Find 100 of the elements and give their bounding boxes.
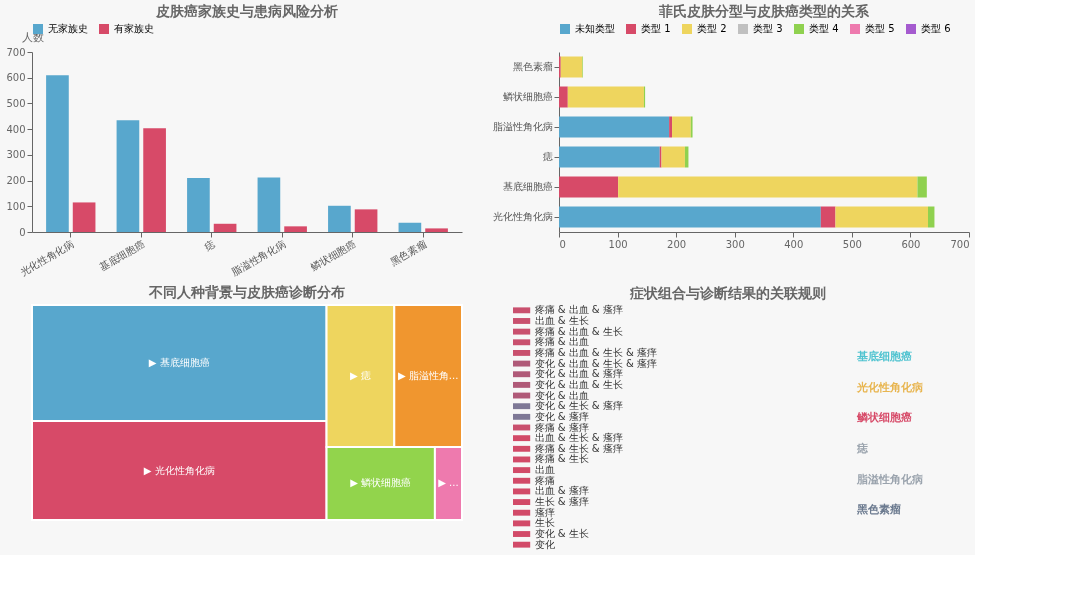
category-label: ▶ 基底细胞癌 [148, 357, 210, 369]
x-tick-label: 基底细胞癌 [97, 238, 147, 274]
category-label: ▶ 脂溢性角... [397, 369, 459, 381]
bar [46, 75, 69, 232]
x-tick-label: 300 [725, 238, 745, 250]
y-tick-label: 500 [6, 97, 26, 109]
y-tick-label: 基底细胞癌 [502, 181, 553, 192]
bar [559, 176, 619, 198]
category-label: 出血 & 生长 & 瘙痒 [534, 432, 623, 444]
y-tick-label: 400 [6, 123, 26, 135]
bar [672, 116, 691, 138]
bar [820, 206, 836, 228]
category-label: 疼痛 & 瘙痒 [534, 421, 589, 433]
text: 症状组合与诊断结果的关联规则 [629, 285, 826, 301]
category-label: 变化 [534, 538, 555, 550]
category-label: ▶ 光化性角化病 [143, 464, 215, 476]
category-label: 变化 & 出血 & 生长 & 瘙痒 [534, 357, 657, 369]
bar [425, 228, 448, 232]
bar [257, 177, 281, 232]
bar [143, 128, 166, 232]
y-tick-label: 黑色素瘤 [512, 61, 553, 72]
bar [559, 146, 660, 168]
legend-label: 类型 1 [641, 23, 671, 34]
y-tick-label: 脂溢性角化病 [492, 121, 553, 132]
category-label: 生长 & 瘙痒 [534, 496, 589, 508]
category-label: 疼痛 & 出血 & 瘙痒 [534, 304, 623, 316]
bar [559, 206, 821, 228]
category-label: 变化 & 生长 [534, 528, 589, 540]
x-tick-label: 600 [901, 238, 921, 250]
y-tick-label: 光化性角化病 [492, 211, 553, 222]
x-tick-label: 鳞状细胞癌 [308, 238, 358, 274]
category-label: 变化 & 出血 [534, 389, 589, 401]
bar [567, 86, 644, 108]
category-label: 疼痛 [534, 474, 555, 486]
category-label: 出血 [534, 464, 555, 476]
category-label: 变化 & 生长 & 瘙痒 [534, 400, 623, 412]
bar [284, 226, 307, 232]
y-tick-label: 0 [19, 226, 26, 238]
category-label: 基底细胞癌 [857, 350, 912, 364]
legend-label: 类型 2 [697, 23, 727, 34]
category-label: ▶ 鳞状细胞癌 [350, 477, 412, 489]
category-label: 疼痛 & 出血 & 生长 & 瘙痒 [534, 346, 657, 358]
category-label: 疼痛 & 生长 [534, 453, 589, 465]
bar [835, 206, 928, 228]
legend-label: 未知类型 [575, 23, 615, 34]
bar [213, 223, 237, 232]
text: 不同人种背景与皮肤癌诊断分布 [148, 284, 345, 300]
category-label: 生长 [534, 517, 555, 529]
bar [116, 120, 140, 232]
category-label: 脂溢性角化病 [857, 472, 923, 486]
category-label: 疼痛 & 出血 & 生长 [534, 325, 623, 337]
legend-label: 类型 6 [921, 23, 951, 34]
category-label: ▶ 痣 [349, 369, 371, 381]
bar [328, 205, 351, 232]
category-label: 变化 & 出血 & 瘙痒 [534, 368, 623, 380]
y-tick-label: 600 [6, 72, 26, 84]
x-tick-label: 700 [950, 238, 970, 250]
chart-title: 菲氏皮肤分型与皮肤癌类型的关系 [658, 3, 870, 19]
bar [928, 206, 935, 228]
x-tick-label: 0 [559, 238, 566, 250]
x-tick-label: 黑色素瘤 [388, 238, 429, 269]
bar [559, 116, 670, 138]
bar [72, 202, 96, 232]
chart-title: 皮肤癌家族史与患病风险分析 [155, 3, 338, 19]
x-tick-label: 400 [784, 238, 804, 250]
category-label: 出血 & 瘙痒 [534, 485, 589, 497]
bar [560, 56, 583, 78]
bar [917, 176, 927, 198]
y-tick-label: 100 [6, 200, 26, 212]
y-tick-label: 鳞状细胞癌 [502, 91, 553, 102]
legend-label: 类型 3 [753, 23, 783, 34]
y-tick-label: 200 [6, 175, 26, 187]
category-label: 瘙痒 [534, 506, 555, 518]
legend-label: 类型 5 [865, 23, 895, 34]
category-label: 出血 & 生长 [534, 314, 589, 326]
category-label: 黑色素瘤 [857, 503, 901, 517]
x-tick-label: 100 [608, 238, 628, 250]
bar [559, 86, 568, 108]
category-label: 鳞状细胞癌 [857, 411, 912, 425]
legend-label: 类型 4 [809, 23, 839, 34]
category-label: ▶ ... [438, 477, 459, 489]
bar [354, 209, 378, 232]
y-tick-label: 300 [6, 149, 26, 161]
y-tick-label: 700 [6, 46, 26, 58]
category-label: 变化 & 出血 & 生长 [534, 378, 623, 390]
legend-label: 有家族史 [114, 23, 154, 34]
legend-label: 无家族史 [48, 23, 88, 34]
category-label: 变化 & 瘙痒 [534, 410, 589, 422]
category-label: 光化性角化病 [857, 380, 923, 394]
bar [398, 222, 422, 232]
y-tick-label: 痣 [542, 151, 553, 162]
bar [187, 178, 210, 232]
category-label: 疼痛 & 生长 & 瘙痒 [534, 442, 623, 454]
bar [669, 116, 673, 138]
category-label: 疼痛 & 出血 [534, 336, 589, 348]
x-tick-label: 200 [667, 238, 687, 250]
bar [618, 176, 918, 198]
x-tick-label: 脂溢性角化病 [229, 238, 288, 279]
bar [661, 146, 685, 168]
x-tick-label: 痣 [202, 238, 217, 254]
